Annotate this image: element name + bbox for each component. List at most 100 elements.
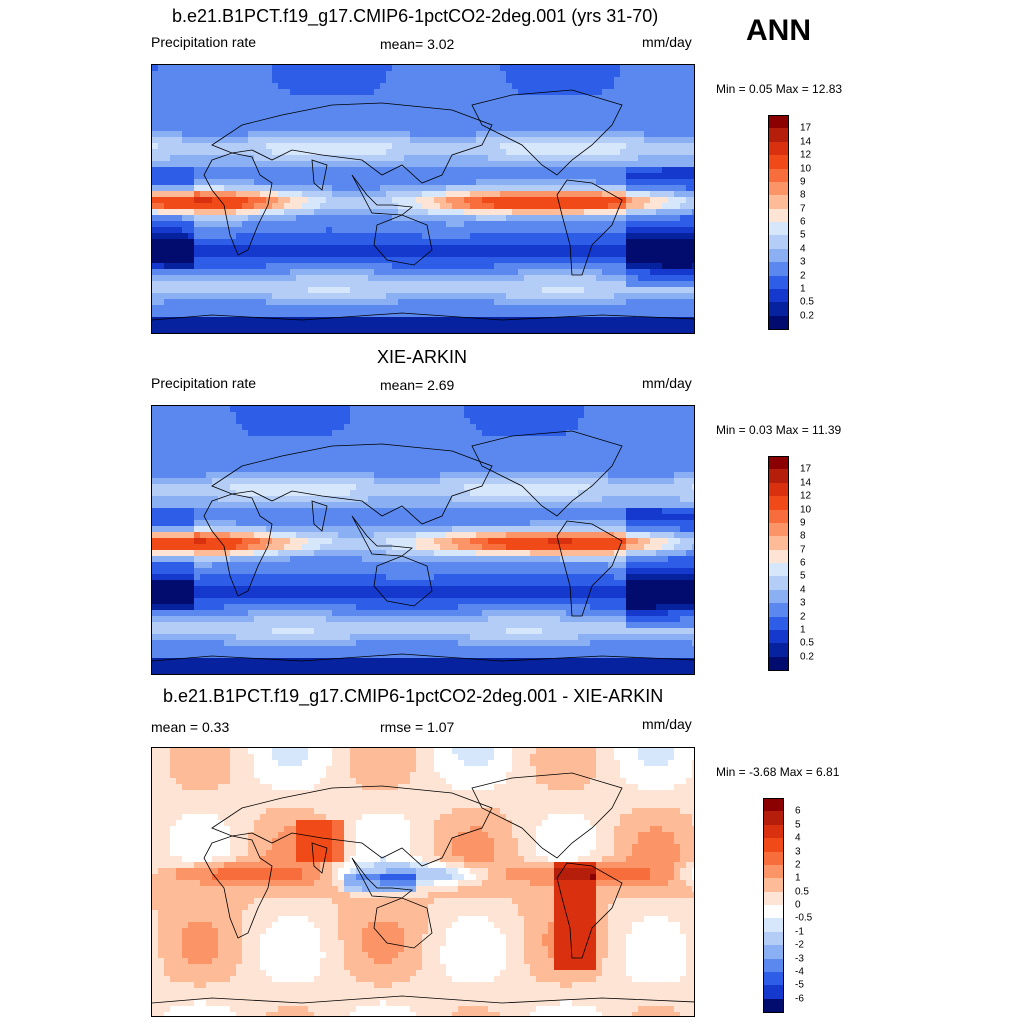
colorbar-swatch [763, 864, 784, 879]
colorbar-tick-label: 17 [800, 122, 812, 134]
coastline [351, 174, 414, 216]
colorbar-tick-label: 5 [795, 819, 801, 831]
colorbar-swatch [768, 536, 789, 551]
colorbar-tick-label: 2 [795, 859, 801, 871]
colorbar-tick-label: 14 [800, 477, 812, 489]
colorbar-tick-label: 14 [800, 136, 812, 148]
colorbar-tick-label: 4 [800, 243, 806, 255]
coastline [373, 214, 433, 266]
colorbar-tick-label: 1 [800, 624, 806, 636]
colorbar-swatch [763, 878, 784, 893]
panel1-minmax-label: Min = 0.05 Max = 12.83 [716, 82, 843, 96]
coastline [556, 520, 623, 617]
colorbar-swatch [768, 222, 789, 236]
colorbar-tick-label: 12 [800, 149, 812, 161]
colorbar-tick-label: 0 [795, 899, 801, 911]
panel2-colorbar: 17 14 12 10 9 8 7 6 5 4 3 2 1 0.5 0.2 [768, 456, 828, 671]
colorbar-swatch [763, 918, 784, 933]
colorbar-tick-label: 6 [800, 557, 806, 569]
colorbar-swatch [768, 482, 789, 497]
colorbar-swatch [768, 288, 789, 303]
coastline [351, 515, 414, 557]
coastline [203, 493, 273, 597]
panel2-units-label: mm/day [642, 375, 692, 391]
colorbar-swatch [763, 798, 784, 812]
colorbar-tick-label: 9 [800, 517, 806, 529]
colorbar-swatch [763, 931, 784, 946]
colorbar-swatch [763, 998, 784, 1013]
colorbar-tick-label: 5 [800, 229, 806, 241]
coastline [211, 785, 493, 867]
colorbar-swatch [768, 275, 789, 290]
colorbar-tick-label: 7 [800, 544, 806, 556]
colorbar-swatch [763, 811, 784, 826]
colorbar-tick-label: -2 [795, 939, 804, 951]
colorbar-swatch [763, 971, 784, 986]
colorbar-tick-label: -6 [795, 993, 804, 1005]
colorbar-swatch [763, 905, 784, 919]
coastline [471, 89, 623, 176]
colorbar-tick-label: 0.5 [800, 637, 814, 649]
colorbar-tick-label: 0.5 [795, 886, 809, 898]
colorbar-swatch [768, 603, 789, 617]
coastline [203, 835, 273, 939]
panel1-colorbar: 17 14 12 10 9 8 7 6 5 4 3 2 1 0.5 0.2 [768, 115, 828, 330]
colorbar-tick-label: 3 [800, 597, 806, 609]
colorbar-tick-label: 17 [800, 463, 812, 475]
coastline [556, 179, 623, 276]
panel3-minmax-label: Min = -3.68 Max = 6.81 [716, 765, 840, 779]
colorbar-swatch [768, 629, 789, 644]
colorbar-tick-label: -3 [795, 953, 804, 964]
coastline [203, 152, 273, 256]
colorbar-swatch [763, 891, 784, 906]
colorbar-swatch [768, 509, 789, 524]
colorbar-swatch [768, 496, 789, 510]
panel3-difference-map [151, 747, 695, 1017]
colorbar-tick-label: 8 [800, 530, 806, 542]
colorbar-swatch [768, 248, 789, 263]
colorbar-tick-label: 12 [800, 490, 812, 502]
colorbar-swatch [768, 235, 789, 250]
colorbar-tick-label: 6 [800, 216, 806, 228]
panel2-variable-label: Precipitation rate [151, 375, 257, 391]
colorbar-tick-label: -4 [795, 966, 804, 978]
colorbar-tick-label: 2 [800, 611, 806, 622]
panel2-minmax-label: Min = 0.03 Max = 11.39 [716, 423, 842, 437]
colorbar-tick-label: 10 [800, 163, 812, 174]
panel2-title: XIE-ARKIN [377, 347, 468, 367]
colorbar-tick-label: -0.5 [795, 912, 813, 924]
colorbar-swatch [768, 141, 789, 156]
coastline [471, 772, 623, 859]
colorbar-swatch [768, 208, 789, 223]
colorbar-swatch [768, 576, 789, 591]
colorbar-tick-label: 4 [800, 584, 806, 596]
colorbar-swatch [768, 456, 789, 470]
colorbar-tick-label: 6 [795, 805, 801, 817]
panel1-precip-map [151, 64, 695, 334]
colorbar-tick-label: 2 [800, 270, 806, 281]
panel1-title: b.e21.B1PCT.f19_g17.CMIP6-1pctCO2-2deg.0… [172, 6, 659, 26]
colorbar-tick-label: 0.2 [800, 651, 814, 663]
panel3-title: b.e21.B1PCT.f19_g17.CMIP6-1pctCO2-2deg.0… [163, 686, 664, 706]
panel2-precip-map [151, 405, 695, 675]
panel1-units-label: mm/day [642, 34, 692, 50]
colorbar-swatch [768, 522, 789, 537]
colorbar-swatch [768, 115, 789, 129]
panel1-variable-label: Precipitation rate [151, 34, 257, 50]
colorbar-swatch [768, 302, 789, 317]
coastline [373, 555, 433, 607]
colorbar-swatch [768, 168, 789, 183]
colorbar-swatch [768, 563, 789, 577]
colorbar-tick-label: 4 [795, 832, 801, 844]
colorbar-swatch [763, 958, 784, 973]
panel3-mean-label: mean = 0.33 [151, 719, 230, 735]
panel3-units-label: mm/day [642, 716, 692, 732]
colorbar-swatch [768, 195, 789, 210]
colorbar-swatch [768, 128, 789, 143]
colorbar-tick-label: 0.2 [800, 310, 814, 322]
colorbar-swatch [768, 656, 789, 671]
colorbar-swatch [763, 945, 784, 959]
coastline [152, 995, 694, 1004]
coastline [556, 862, 623, 959]
colorbar-swatch [763, 985, 784, 1000]
